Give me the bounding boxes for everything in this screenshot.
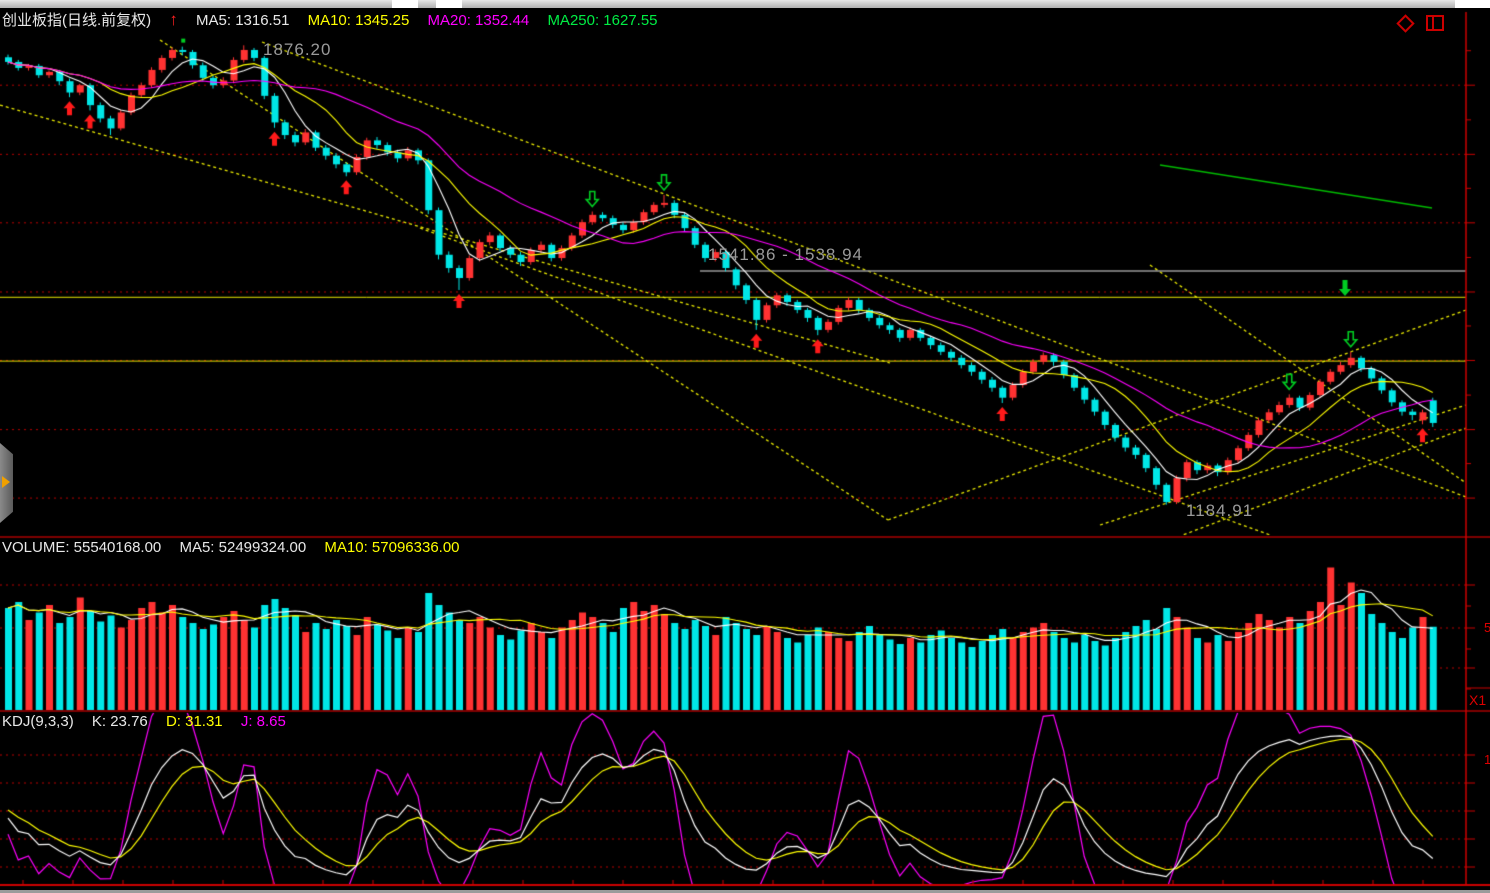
kdj-legend: KDJ(9,3,3) K: 23.76 D: 31.31 J: 8.65 [2,713,300,735]
window-bottom-edge [0,890,1490,893]
volume-ma10-readout: MA10: 57096336.00 [324,539,460,556]
kdj-d-readout: D: 31.31 [165,713,223,730]
main-chart-legend: 创业板指(日线.前复权) ↑ MA5: 1316.51 MA10: 1345.2… [2,9,672,31]
up-arrow-icon: ↑ [169,10,178,29]
instrument-title: 创业板指(日线.前复权) [2,12,152,29]
ma10-readout: MA10: 1345.25 [307,12,410,29]
kdj-name: KDJ(9,3,3) [2,713,74,730]
volume-readout: VOLUME: 55540168.00 [2,539,162,556]
expand-right-icon [2,476,10,488]
ma250-readout: MA250: 1627.55 [547,12,658,29]
ma20-readout: MA20: 1352.44 [427,12,530,29]
kdj-j-readout: J: 8.65 [240,713,286,730]
ma5-readout: MA5: 1316.51 [196,12,290,29]
low-price-label: 1184.91 [1186,501,1254,520]
peak-price-label: 1876.20 [263,40,332,59]
x1-axis-label: X1 [1469,692,1487,708]
gap-range-label: 1541.86 - 1538.94 [708,245,864,264]
split-window-icon-divider [1432,17,1434,29]
kdj-k-readout: K: 23.76 [91,713,148,730]
sidebar-flyout-handle[interactable] [0,443,13,523]
split-window-icon[interactable] [1426,15,1444,31]
volume-ma5-readout: MA5: 52499324.00 [179,539,307,556]
volume-axis-partial-digit: 5 [1484,620,1490,635]
volume-legend: VOLUME: 55540168.00 MA5: 52499324.00 MA1… [2,539,474,561]
kdj-axis-partial-digit: 1 [1484,752,1490,767]
